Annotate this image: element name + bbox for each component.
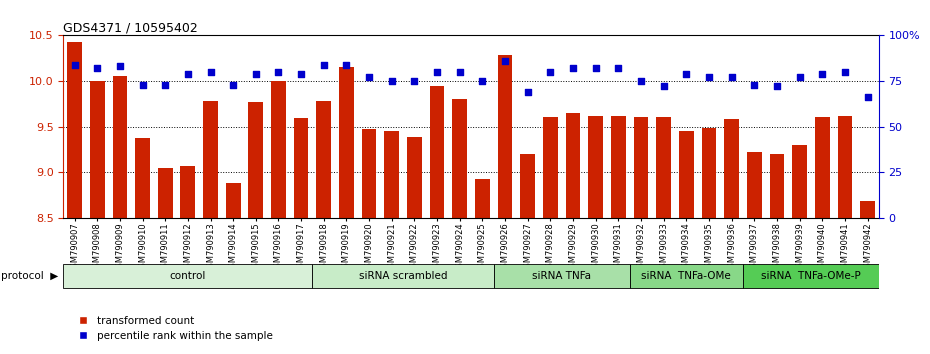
Point [860, 95, 875, 100]
Point [747, 82, 762, 87]
Point [113, 64, 127, 69]
Bar [494, 263, 630, 288]
Point [498, 58, 512, 64]
Point [362, 74, 377, 80]
Point [633, 78, 648, 84]
Point [316, 62, 331, 67]
Point [475, 78, 490, 84]
Point [452, 69, 467, 75]
Bar [724, 119, 739, 218]
Bar [248, 102, 263, 218]
Bar [203, 101, 218, 218]
Bar [63, 263, 312, 288]
Point [180, 71, 195, 76]
Bar [158, 167, 173, 218]
Point [203, 69, 218, 75]
Bar [316, 101, 331, 218]
Point [384, 78, 399, 84]
Bar [633, 118, 648, 218]
Text: siRNA  TNFa-OMe-P: siRNA TNFa-OMe-P [761, 271, 861, 281]
Point [271, 69, 286, 75]
Point [294, 71, 309, 76]
Text: siRNA  TNFa-OMe: siRNA TNFa-OMe [642, 271, 731, 281]
Text: siRNA TNFa: siRNA TNFa [532, 271, 591, 281]
Bar [498, 56, 512, 218]
Text: protocol  ▶: protocol ▶ [1, 271, 59, 281]
Point [837, 69, 852, 75]
Bar [113, 75, 127, 218]
Bar [407, 137, 422, 218]
Bar [362, 129, 377, 218]
Text: GDS4371 / 10595402: GDS4371 / 10595402 [63, 21, 198, 34]
Point [543, 69, 558, 75]
Point [679, 71, 694, 76]
Bar [769, 154, 784, 218]
Point [588, 65, 603, 71]
Bar [611, 116, 626, 218]
Point [67, 62, 82, 67]
Bar [339, 67, 353, 218]
Bar [475, 179, 490, 218]
Bar [90, 81, 104, 218]
Point [565, 65, 580, 71]
Point [611, 65, 626, 71]
Point [430, 69, 445, 75]
Point [339, 62, 354, 67]
Bar [384, 131, 399, 218]
Bar [747, 152, 762, 218]
Point [657, 84, 671, 89]
Point [792, 74, 807, 80]
Point [226, 82, 241, 87]
Point [407, 78, 422, 84]
Point [769, 84, 784, 89]
Bar [630, 263, 743, 288]
Bar [701, 129, 716, 218]
Bar [815, 118, 830, 218]
Bar [520, 154, 535, 218]
Bar [312, 263, 494, 288]
Bar [452, 99, 467, 218]
Point [90, 65, 105, 71]
Bar [180, 166, 195, 218]
Bar [792, 145, 807, 218]
Bar [860, 201, 875, 218]
Bar [838, 116, 852, 218]
Bar [743, 263, 879, 288]
Legend: transformed count, percentile rank within the sample: transformed count, percentile rank withi… [69, 312, 276, 345]
Point [248, 71, 263, 76]
Bar [657, 118, 671, 218]
Point [135, 82, 150, 87]
Point [520, 89, 535, 95]
Bar [272, 81, 286, 218]
Bar [294, 118, 309, 218]
Bar [543, 118, 558, 218]
Point [724, 74, 739, 80]
Text: siRNA scrambled: siRNA scrambled [359, 271, 447, 281]
Point [815, 71, 830, 76]
Bar [589, 116, 603, 218]
Bar [430, 86, 445, 218]
Bar [565, 113, 580, 218]
Text: control: control [169, 271, 206, 281]
Point [701, 74, 716, 80]
Point [158, 82, 173, 87]
Bar [226, 183, 241, 218]
Bar [679, 131, 694, 218]
Bar [67, 42, 82, 218]
Bar [135, 138, 150, 218]
